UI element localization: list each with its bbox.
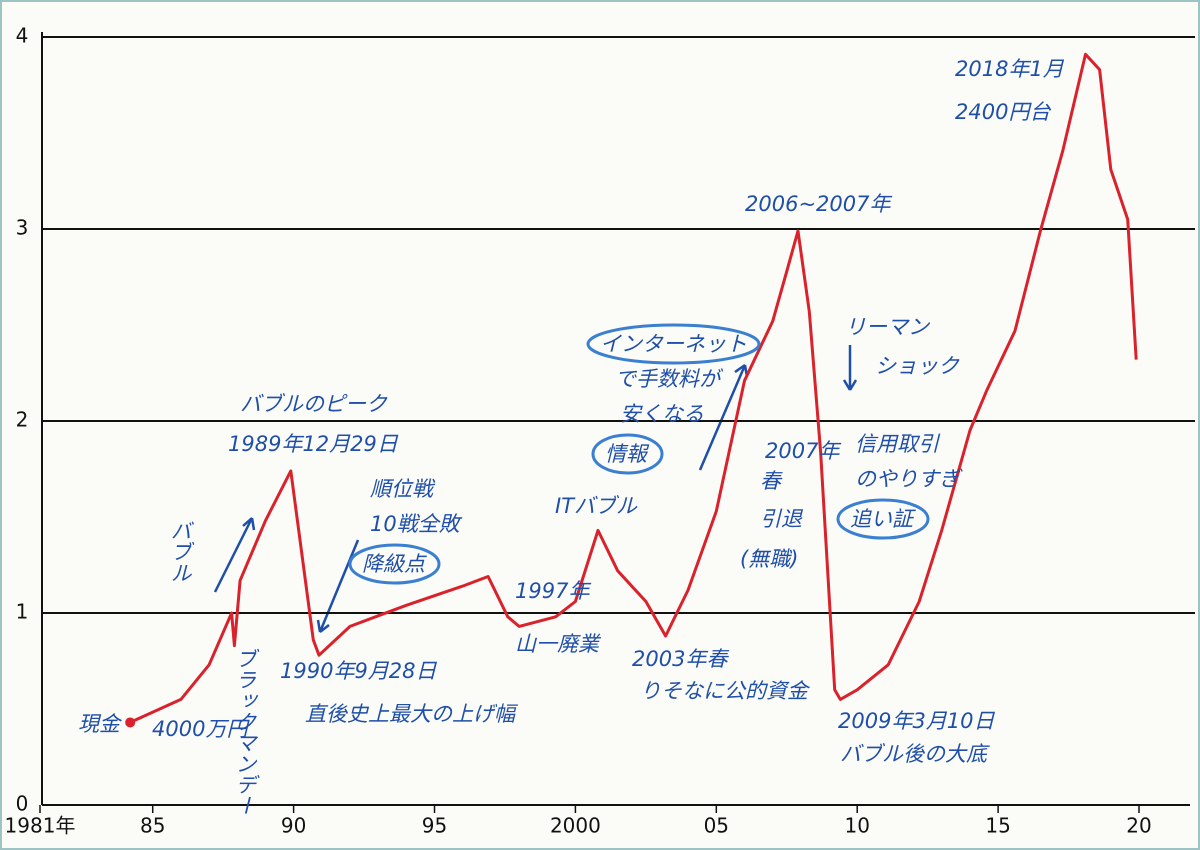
annotation: ショック: [875, 354, 960, 378]
annotation: バブル: [168, 520, 193, 583]
annotation: 2400円台: [955, 100, 1051, 124]
x-tick-label: 90: [281, 814, 306, 838]
y-tick-label: 4: [16, 24, 29, 48]
annotation-circle: [836, 498, 930, 540]
annotation: バブル後の大底: [840, 742, 990, 766]
x-tick-label: 2000: [550, 814, 601, 838]
annotation: インターネット: [600, 332, 747, 356]
x-tick-label: 95: [422, 814, 447, 838]
y-tick-label: 3: [16, 216, 29, 240]
y-tick-label: 1: [16, 600, 29, 624]
y-tick-label: 0: [16, 792, 29, 816]
annotation: リーマン: [845, 315, 930, 339]
annotation: 1989年12月29日: [228, 432, 399, 456]
arrows: [213, 345, 858, 633]
annotation: ブラックマンデー: [232, 648, 258, 816]
annotation: 1997年: [515, 579, 591, 603]
annotation: 2006~2007年: [745, 192, 892, 216]
annotation: 直後史上最大の上げ幅: [305, 702, 519, 726]
annotation: 1990年9月28日: [280, 659, 438, 683]
annotation: 山一廃業: [515, 632, 602, 656]
annotation: (無職): [740, 547, 798, 571]
annotation-circle: [586, 323, 761, 365]
x-tick-label: 1981年: [5, 814, 76, 838]
annotation: 追い証: [850, 507, 916, 531]
annotation: 2009年3月10日: [838, 709, 996, 733]
annotation: 現金: [78, 712, 123, 736]
annotation: 降級点: [362, 552, 427, 576]
x-tick-label: 10: [844, 814, 869, 838]
x-tick-label: 05: [704, 814, 729, 838]
annotation-circle: [348, 543, 441, 585]
annotation: 春: [760, 469, 783, 493]
start-point: [125, 717, 136, 728]
y-tick-label: 2: [16, 408, 29, 432]
annotation: ITバブル: [555, 494, 638, 518]
annotation: 4000万円: [152, 717, 250, 741]
x-tick-label: 20: [1126, 814, 1151, 838]
annotation: のやりすぎ: [855, 467, 963, 491]
annotation-circle: [591, 433, 664, 475]
annotation: 10戦全敗: [370, 512, 463, 536]
annotation: 2018年1月: [955, 57, 1065, 81]
annotation: 情報: [605, 442, 650, 466]
annotation: 信用取引: [855, 432, 941, 456]
annotation: 安くなる: [620, 402, 704, 426]
annotation: 順位戦: [370, 477, 436, 501]
x-tick-label: 15: [985, 814, 1010, 838]
annotation: バブルのピーク: [240, 392, 388, 416]
annotation: で手数料が: [615, 367, 724, 391]
annotation: 2007年: [765, 439, 841, 463]
annotation: 引退: [760, 507, 804, 531]
price-line: [129, 52, 1138, 724]
x-tick-label: 85: [140, 814, 165, 838]
annotation: りそなに公的資金: [640, 679, 811, 703]
annotation: 2003年春: [632, 647, 729, 671]
